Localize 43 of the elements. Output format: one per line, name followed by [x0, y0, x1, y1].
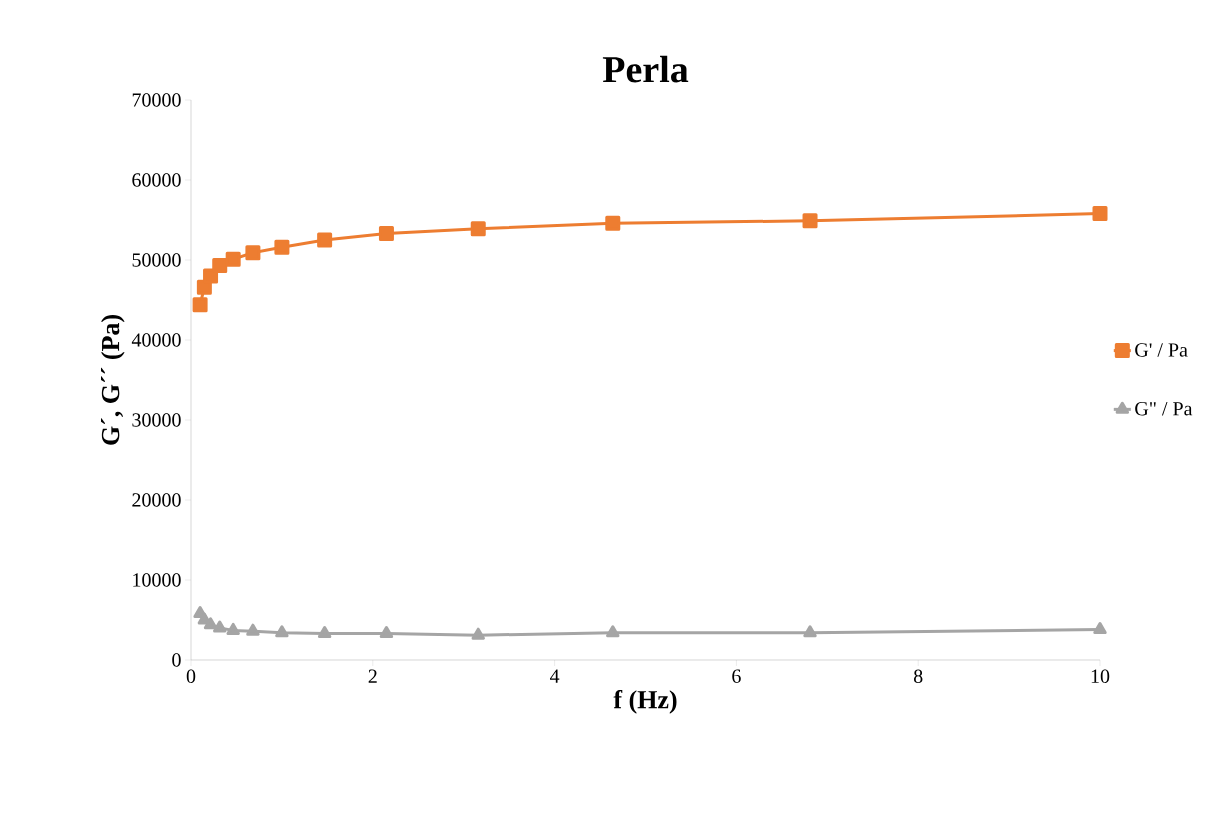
- point: [196, 279, 212, 295]
- point: [379, 626, 394, 639]
- x-tick-label: 2: [368, 669, 377, 683]
- y-axis-title: G´, G´´ (Pa): [101, 315, 125, 445]
- point: [1093, 622, 1107, 635]
- y-tick-label: 20000: [132, 493, 181, 507]
- legend-label: G' / Pa: [1135, 343, 1188, 357]
- point: [192, 297, 208, 313]
- point: [246, 623, 260, 636]
- point: [803, 625, 817, 638]
- point: [245, 245, 261, 261]
- point: [470, 221, 486, 237]
- y-tick-label: 10000: [133, 573, 181, 587]
- x-tick-label: 4: [550, 669, 560, 683]
- x-tick-label: 0: [186, 669, 196, 684]
- point: [275, 625, 289, 638]
- x-tick-label: 10: [1091, 669, 1110, 684]
- y-tick-label: 40000: [131, 333, 181, 347]
- y-tick-label: 50000: [132, 253, 181, 267]
- chart-title: Perla: [602, 55, 689, 83]
- point: [225, 251, 241, 267]
- point: [605, 215, 621, 231]
- point: [471, 627, 485, 640]
- point: [378, 226, 394, 242]
- point: [212, 258, 228, 274]
- legend-label: G" / Pa: [1135, 402, 1193, 416]
- y-tick-label: 0: [172, 653, 181, 667]
- point: [203, 268, 219, 284]
- point: [317, 626, 332, 639]
- x-tick-label: 8: [913, 669, 923, 684]
- x-axis-title: f (Hz): [613, 689, 677, 714]
- point: [274, 239, 290, 255]
- x-tick-label: 6: [732, 669, 741, 683]
- point: [317, 232, 333, 248]
- point: [203, 617, 218, 630]
- y-tick-label: 70000: [132, 93, 181, 107]
- y-tick-label: 30000: [132, 413, 181, 427]
- point: [226, 622, 240, 635]
- point: [213, 620, 227, 633]
- y-tick-label: 60000: [132, 173, 181, 187]
- point: [802, 213, 818, 229]
- point: [1092, 206, 1108, 222]
- point: [606, 625, 620, 638]
